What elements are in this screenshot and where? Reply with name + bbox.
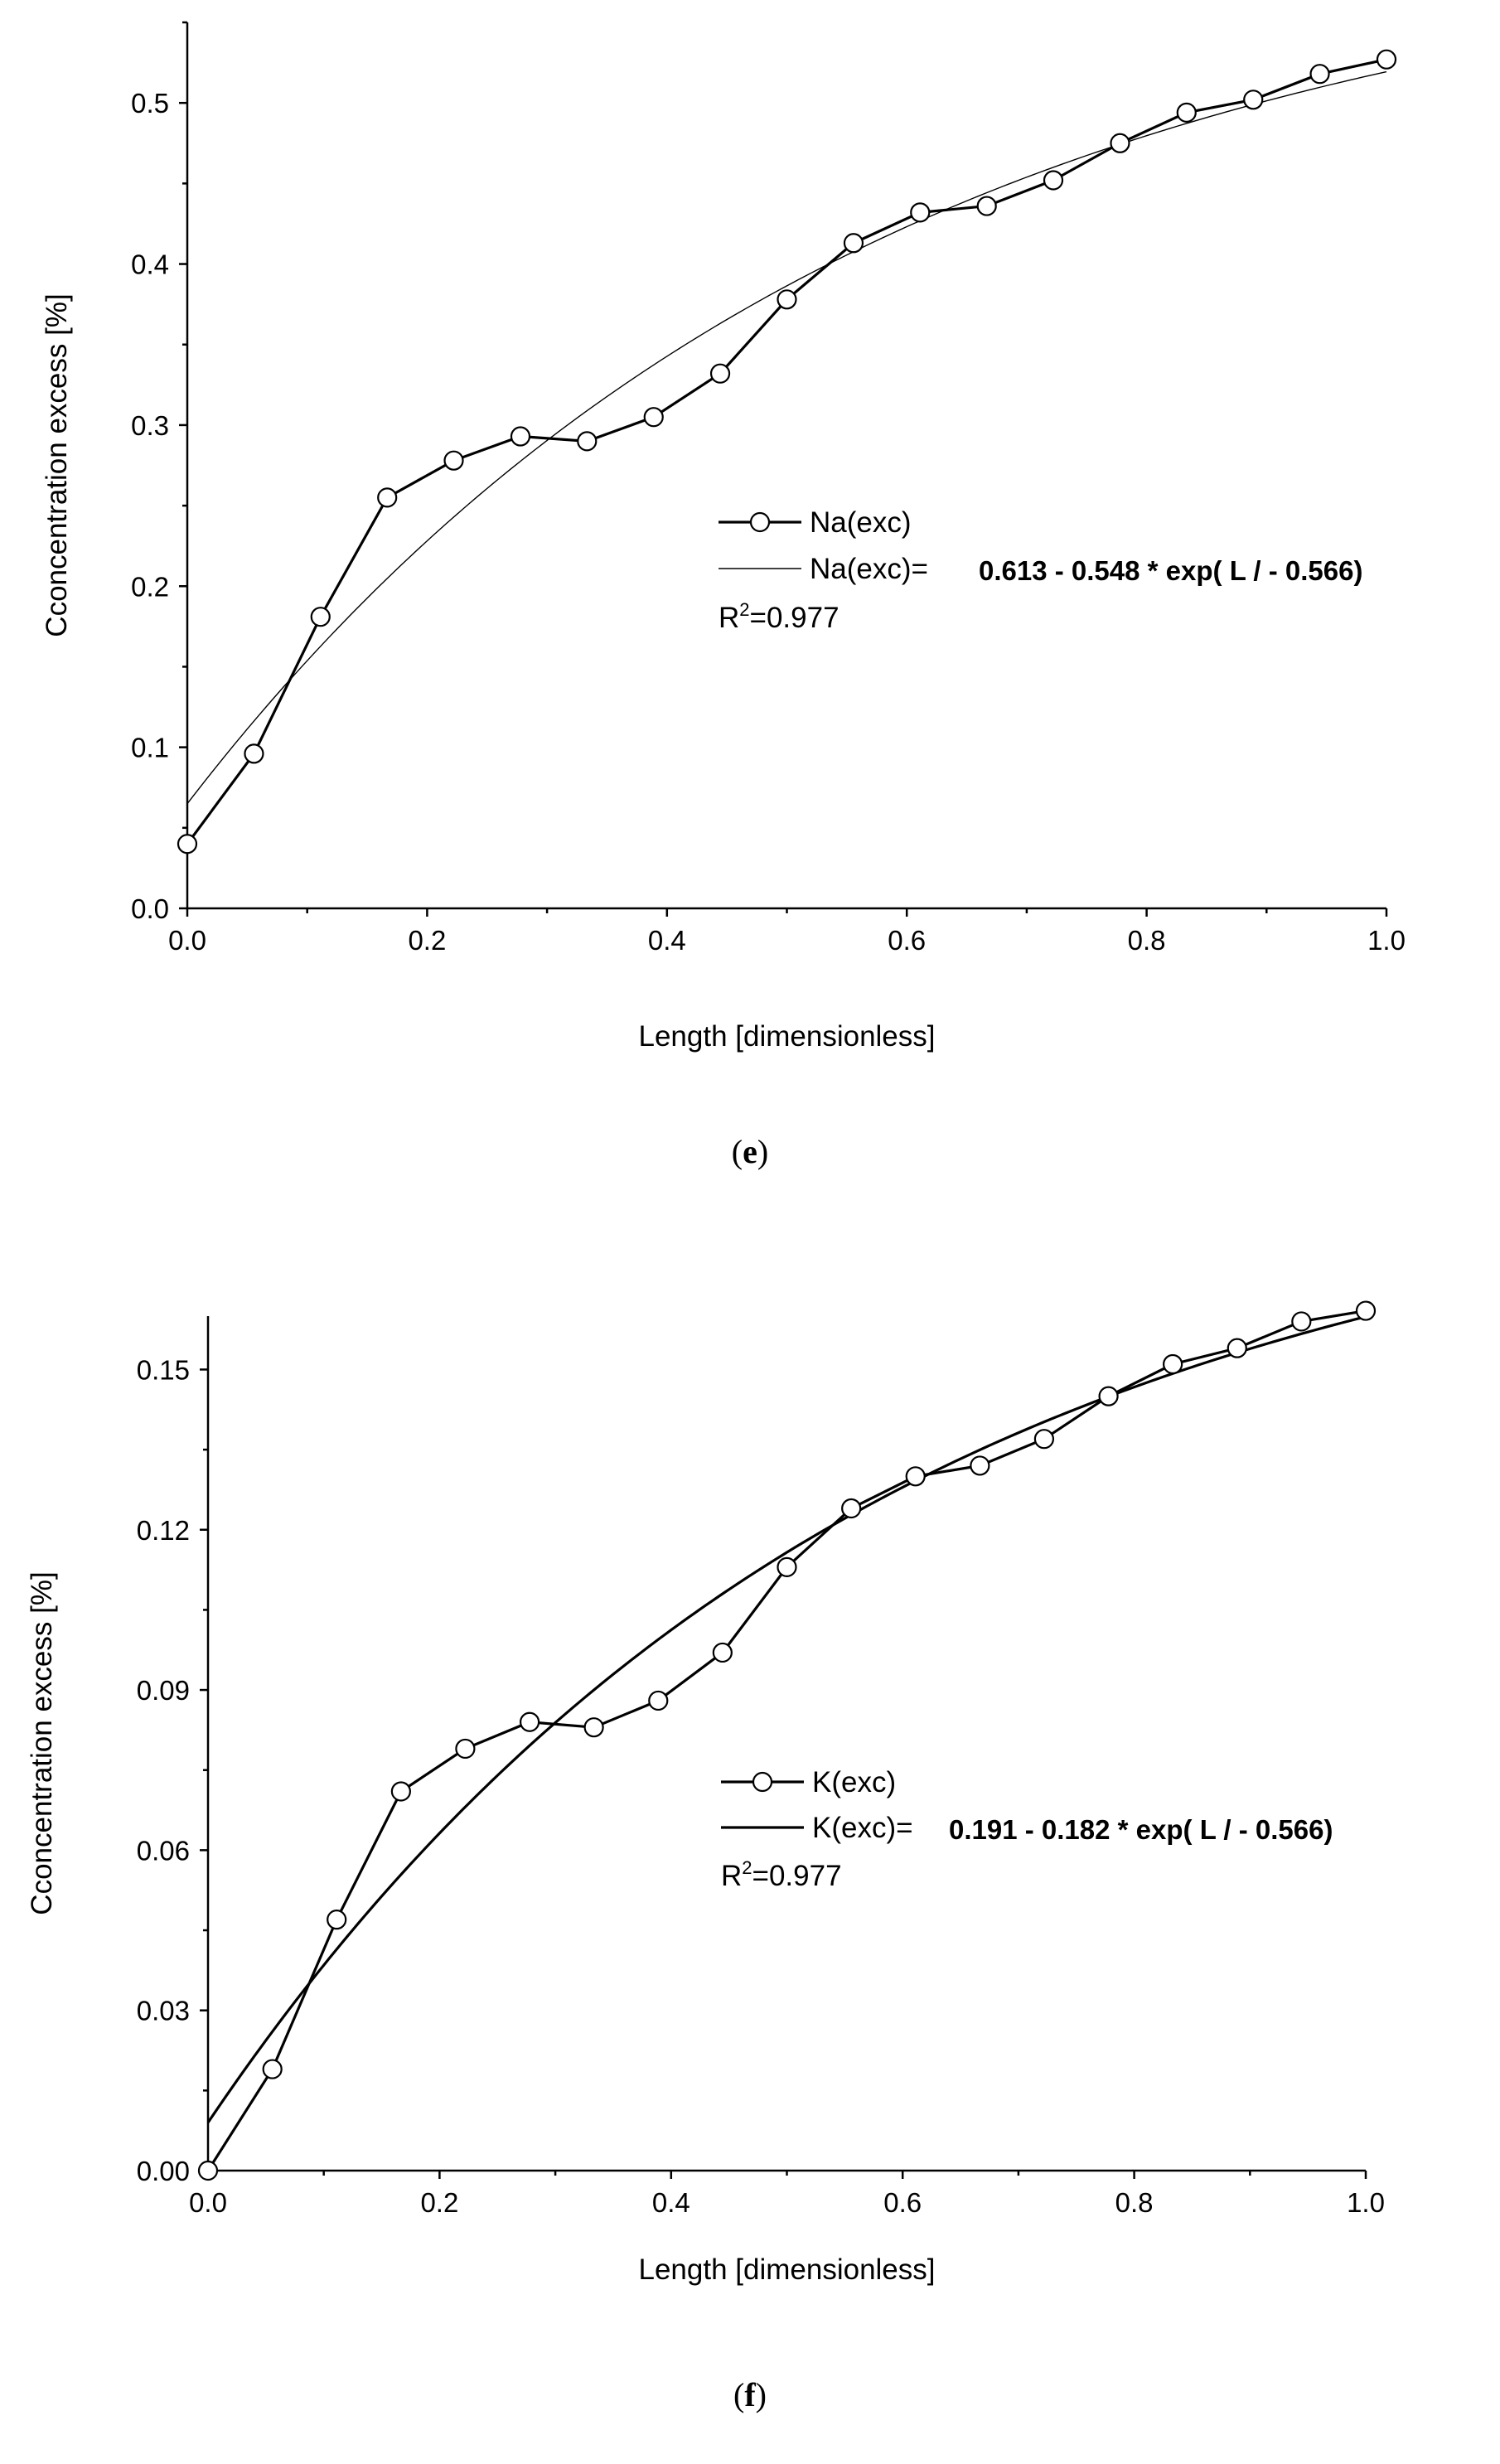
chart-f-series-line	[206, 1309, 1367, 2171]
legend-r-squared: R2=0.977	[721, 1857, 842, 1892]
chart-f-fit-curve	[206, 1315, 1367, 2123]
chart-e-x-axis-label: Length [dimensionless]	[639, 1020, 936, 1053]
legend-e: Na(exc) Na(exc)= 0.613 - 0.548 * exp( L …	[719, 506, 1362, 634]
chart-f-x-tick-label: 0.0	[189, 2187, 227, 2218]
chart-e-data-point	[643, 407, 664, 428]
chart-f-y-axis-label: Cconcentration excess [%]	[26, 1571, 58, 1915]
chart-f-data-point	[777, 1556, 797, 1577]
chart-e-data-point	[244, 743, 264, 764]
chart-f-x-tick-label: 0.8	[1115, 2187, 1154, 2218]
chart-f-data-point	[262, 2059, 283, 2079]
chart-f-data-point	[970, 1455, 990, 1476]
legend-series-marker	[749, 511, 771, 533]
chart-e-data-point	[1043, 170, 1064, 191]
chart-e-x-tick-label: 0.4	[648, 925, 686, 956]
chart-f-data-point	[1355, 1300, 1377, 1321]
chart-panel-e: 0.0 0.2 0.4 0.6 0.8 1.0 0.0 0.1 0.2 0.3 0.4 0.5 Leng…	[41, 21, 1406, 1170]
chart-e-data-point	[443, 450, 464, 471]
legend-fit-label: Na(exc)=	[810, 553, 928, 585]
chart-f-y-tick-label: 0.12	[137, 1515, 190, 1546]
chart-e-y-tick-label: 0.0	[131, 893, 169, 924]
legend-fit-equation: 0.191 - 0.182 * exp( L / - 0.566)	[949, 1814, 1333, 1845]
chart-e-data-point	[910, 202, 931, 223]
chart-f-y-tick-label: 0.03	[137, 1996, 190, 2026]
chart-f-data-point	[1163, 1353, 1183, 1375]
chart-e-data-point	[1176, 102, 1197, 123]
chart-e-x-tick-label: 0.0	[168, 925, 206, 956]
chart-e-x-tick-label: 0.2	[408, 925, 446, 956]
caption-f: (f)	[733, 2376, 767, 2413]
chart-f-data-point	[327, 1910, 347, 1930]
chart-e-y-tick-label: 0.2	[131, 571, 169, 602]
chart-e-series-line	[186, 58, 1387, 845]
chart-f-x-tick-label: 1.0	[1347, 2187, 1385, 2218]
chart-e-y-axis-label: Cconcentration excess [%]	[41, 293, 73, 637]
legend-series-marker	[752, 1771, 773, 1793]
legend-r-squared: R2=0.977	[719, 599, 840, 634]
chart-e-data-point	[709, 363, 731, 384]
chart-e-data-point	[777, 289, 797, 310]
chart-e-x-tick-label: 0.8	[1128, 925, 1166, 956]
legend-fit-equation: 0.613 - 0.548 * exp( L / - 0.566)	[979, 555, 1362, 586]
chart-f-data-point	[197, 2160, 219, 2181]
chart-f-data-point	[1098, 1386, 1119, 1406]
chart-e-y-tick-label: 0.1	[131, 733, 169, 763]
chart-e-data-point	[1309, 64, 1330, 85]
chart-f-data-point	[905, 1466, 926, 1487]
chart-f-y-tick-label: 0.09	[137, 1675, 190, 1706]
chart-panel-f: 0.0 0.2 0.4 0.6 0.8 1.0 0.00 0.03 0.06 0.09 0.12 0.…	[26, 1300, 1385, 2413]
chart-f-x-tick-label: 0.4	[652, 2187, 690, 2218]
chart-f-data-point	[1227, 1338, 1247, 1358]
chart-e-y-tick-label: 0.3	[131, 410, 169, 441]
legend-f: K(exc) K(exc)= 0.191 - 0.182 * exp( L / …	[721, 1766, 1333, 1892]
chart-f-data-point	[583, 1717, 604, 1738]
chart-f-data-point	[648, 1690, 669, 1711]
chart-e-x-tick-label: 1.0	[1367, 925, 1406, 956]
chart-e-data-point	[310, 607, 331, 627]
chart-f-data-point	[841, 1498, 862, 1519]
chart-e-data-point	[177, 834, 198, 854]
chart-f-data-point	[455, 1738, 476, 1760]
chart-e-data-point	[577, 431, 598, 452]
chart-e-data-point	[510, 426, 531, 447]
legend-fit-label: K(exc)=	[812, 1812, 913, 1844]
chart-e-y-tick-label: 0.5	[131, 88, 169, 119]
chart-e-data-point	[976, 196, 997, 216]
caption-e: (e)	[732, 1133, 768, 1170]
plot-area-f: 0.0 0.2 0.4 0.6 0.8 1.0 0.00 0.03 0.06 0.09 0.12 0.…	[26, 1300, 1385, 2286]
legend-series-label: K(exc)	[812, 1766, 896, 1798]
chart-f-y-tick-label: 0.00	[137, 2156, 190, 2186]
chart-e-data-point	[843, 233, 864, 254]
chart-e-x-tick-label: 0.6	[888, 925, 926, 956]
chart-e-data-point	[1243, 90, 1264, 110]
chart-e-data-point	[377, 487, 398, 508]
chart-f-y-tick-label: 0.06	[137, 1835, 190, 1866]
plot-area-e: 0.0 0.2 0.4 0.6 0.8 1.0 0.0 0.1 0.2 0.3 0.4 0.5 Leng…	[41, 21, 1406, 1053]
chart-f-x-tick-label: 0.6	[883, 2187, 922, 2218]
legend-series-label: Na(exc)	[810, 506, 912, 539]
chart-f-data-point	[390, 1781, 411, 1802]
chart-f-x-tick-label: 0.2	[420, 2187, 458, 2218]
chart-f-data-point	[1033, 1429, 1055, 1450]
chart-e-data-point	[1110, 133, 1130, 153]
chart-f-y-tick-label: 0.15	[137, 1354, 190, 1385]
chart-e-data-point	[1376, 49, 1397, 70]
chart-f-x-axis-label: Length [dimensionless]	[639, 2253, 936, 2286]
chart-e-y-tick-label: 0.4	[131, 249, 169, 280]
chart-e-fit-curve	[186, 70, 1387, 805]
chart-f-data-point	[519, 1711, 540, 1732]
chart-f-data-point	[1291, 1311, 1312, 1332]
chart-f-data-point	[712, 1642, 733, 1663]
